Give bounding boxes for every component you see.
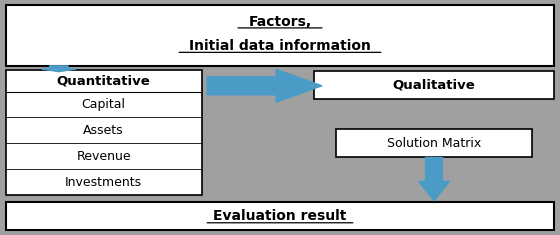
Text: Quantitative: Quantitative (57, 74, 151, 88)
Text: Factors,: Factors, (249, 15, 311, 29)
Text: Investments: Investments (65, 176, 142, 189)
Text: Evaluation result: Evaluation result (213, 209, 347, 223)
Text: Initial data information: Initial data information (189, 39, 371, 53)
Text: Capital: Capital (82, 98, 125, 111)
FancyBboxPatch shape (6, 202, 554, 230)
FancyBboxPatch shape (336, 129, 532, 157)
Text: Assets: Assets (83, 124, 124, 137)
Polygon shape (419, 157, 449, 201)
FancyBboxPatch shape (6, 5, 554, 66)
FancyBboxPatch shape (6, 70, 202, 195)
Polygon shape (207, 69, 322, 102)
FancyBboxPatch shape (314, 70, 554, 99)
Polygon shape (42, 66, 76, 72)
Text: Revenue: Revenue (76, 150, 131, 163)
Text: Qualitative: Qualitative (393, 78, 475, 91)
Text: Solution Matrix: Solution Matrix (387, 137, 481, 150)
